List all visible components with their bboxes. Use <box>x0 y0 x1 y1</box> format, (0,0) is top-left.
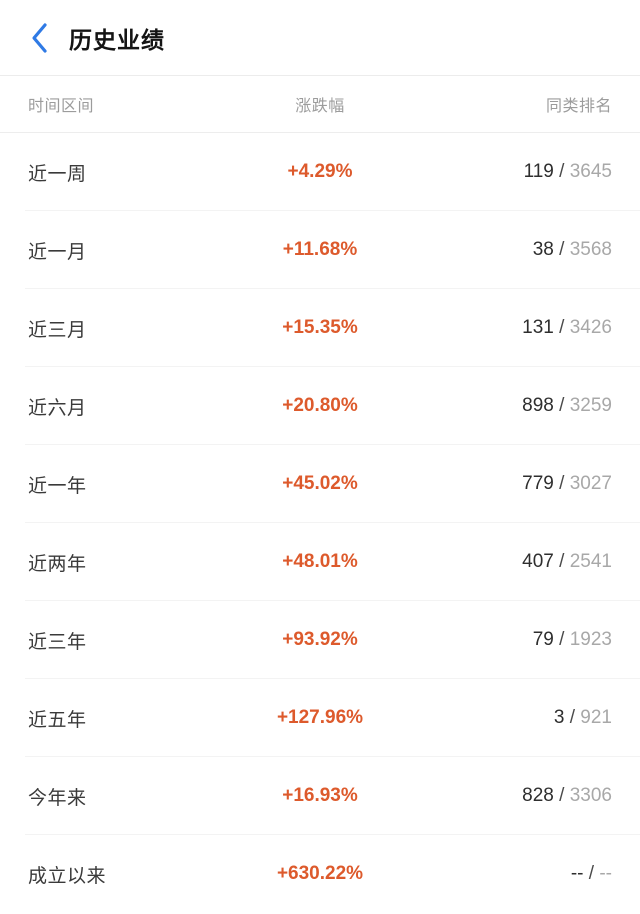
period-label: 近五年 <box>28 709 87 731</box>
period-label: 近一年 <box>28 475 87 497</box>
back-button[interactable] <box>28 21 50 55</box>
rank-value: 119 / 3645 <box>427 161 640 183</box>
change-value: +630.22% <box>276 863 364 884</box>
period-label: 近三月 <box>28 319 87 341</box>
rank-number: 38 <box>532 239 554 260</box>
rank-value: 38 / 3568 <box>427 239 640 261</box>
rank-value: 131 / 3426 <box>427 317 640 339</box>
period-label: 成立以来 <box>28 865 107 887</box>
rank-number: 407 <box>522 551 554 572</box>
column-header-change: 涨跌幅 <box>295 98 345 115</box>
period-label: 近三年 <box>28 631 87 653</box>
rank-separator: / <box>553 161 570 182</box>
rank-separator: / <box>553 395 570 416</box>
rank-total: 1923 <box>569 629 612 650</box>
rank-separator: / <box>553 317 570 338</box>
period-label: 近一周 <box>28 163 87 185</box>
change-value: +127.96% <box>276 707 364 728</box>
rank-total: 921 <box>580 707 612 728</box>
rank-total: 2541 <box>569 551 612 572</box>
column-header-period: 时间区间 <box>28 98 95 115</box>
period-label: 近六月 <box>28 397 87 419</box>
table-row: 近六月 +20.80% 898 / 3259 <box>0 367 640 445</box>
change-value: +93.92% <box>282 629 358 650</box>
change-value: +4.29% <box>287 161 353 182</box>
rank-total: 3426 <box>569 317 612 338</box>
table-row: 成立以来 +630.22% -- / -- <box>0 835 640 913</box>
rank-value: 779 / 3027 <box>427 473 640 495</box>
rank-number: 131 <box>522 317 554 338</box>
rank-total: 3645 <box>569 161 612 182</box>
rank-total: -- <box>599 863 612 884</box>
table-row: 今年来 +16.93% 828 / 3306 <box>0 757 640 835</box>
rank-number: 898 <box>522 395 554 416</box>
page-title: 历史业绩 <box>69 26 165 53</box>
change-value: +45.02% <box>282 473 358 494</box>
table-row: 近一周 +4.29% 119 / 3645 <box>0 133 640 211</box>
rank-number: 828 <box>522 785 554 806</box>
change-value: +20.80% <box>282 395 358 416</box>
change-value: +48.01% <box>282 551 358 572</box>
period-label: 近一月 <box>28 241 87 263</box>
change-value: +16.93% <box>282 785 358 806</box>
column-header-rank: 同类排名 <box>545 98 612 115</box>
navbar: 历史业绩 <box>0 0 640 75</box>
period-label: 近两年 <box>28 553 87 575</box>
table-row: 近一年 +45.02% 779 / 3027 <box>0 445 640 523</box>
rank-value: 898 / 3259 <box>427 395 640 417</box>
rank-separator: / <box>553 785 570 806</box>
rank-number: -- <box>570 863 584 884</box>
rank-total: 3259 <box>569 395 612 416</box>
period-label: 今年来 <box>28 787 87 809</box>
rank-separator: / <box>553 239 570 260</box>
rank-separator: / <box>553 473 570 494</box>
table-row: 近三年 +93.92% 79 / 1923 <box>0 601 640 679</box>
table-row: 近五年 +127.96% 3 / 921 <box>0 679 640 757</box>
table-row: 近一月 +11.68% 38 / 3568 <box>0 211 640 289</box>
table-body: 近一周 +4.29% 119 / 3645 近一月 +11.68% 38 / 3… <box>0 133 640 913</box>
rank-separator: / <box>564 707 581 728</box>
rank-value: 407 / 2541 <box>427 551 640 573</box>
rank-number: 779 <box>522 473 554 494</box>
rank-total: 3568 <box>569 239 612 260</box>
rank-value: -- / -- <box>427 863 640 885</box>
rank-value: 79 / 1923 <box>427 629 640 651</box>
rank-total: 3306 <box>569 785 612 806</box>
change-value: +15.35% <box>282 317 358 338</box>
rank-value: 828 / 3306 <box>427 785 640 807</box>
rank-separator: / <box>553 551 570 572</box>
change-value: +11.68% <box>282 239 358 260</box>
table-row: 近两年 +48.01% 407 / 2541 <box>0 523 640 601</box>
rank-number: 79 <box>532 629 554 650</box>
rank-separator: / <box>583 863 600 884</box>
chevron-left-icon <box>31 22 47 53</box>
rank-total: 3027 <box>569 473 612 494</box>
rank-number: 119 <box>523 161 554 182</box>
table-header: 时间区间 涨跌幅 同类排名 <box>0 75 640 133</box>
table-row: 近三月 +15.35% 131 / 3426 <box>0 289 640 367</box>
rank-separator: / <box>553 629 570 650</box>
rank-number: 3 <box>553 707 565 728</box>
rank-value: 3 / 921 <box>427 707 640 729</box>
